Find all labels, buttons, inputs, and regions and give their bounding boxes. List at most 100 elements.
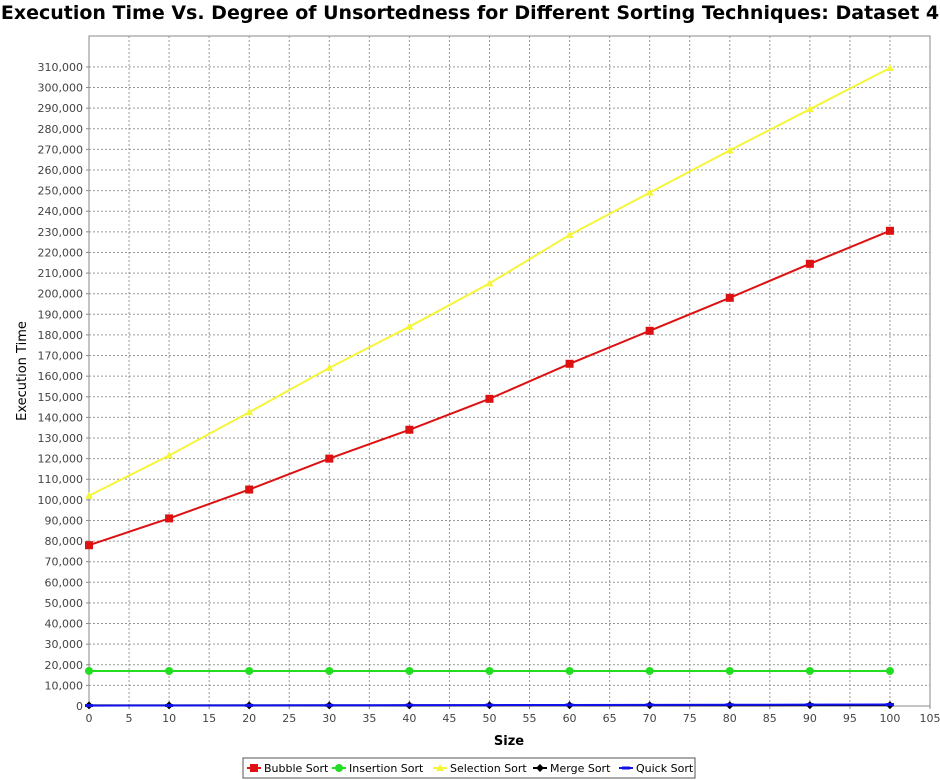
legend-item-bubble-sort: Bubble Sort [247,762,329,775]
data-point-insertion-sort [485,666,494,675]
y-tick-label: 170,000 [38,350,84,363]
data-point-quick-sort [245,703,254,707]
data-point-selection-sort [565,230,574,238]
legend-item-quick-sort: Quick Sort [619,762,694,775]
data-point-selection-sort [165,451,174,459]
y-tick-label: 180,000 [38,329,84,342]
data-point-bubble-sort [885,226,894,235]
y-tick-label: 120,000 [38,453,84,466]
y-tick-label: 290,000 [38,102,84,115]
data-point-bubble-sort [405,425,414,434]
y-tick-label: 10,000 [45,679,84,692]
y-tick-label: 250,000 [38,185,84,198]
x-tick-label: 0 [86,712,93,725]
y-tick-label: 310,000 [38,61,84,74]
legend-item-selection-sort: Selection Sort [433,762,527,775]
series-quick-sort [85,703,894,708]
legend-label: Merge Sort [550,762,611,775]
x-axis-ticks: 0 5 10 15 20 25 30 35 40 45 50 55 60 65 70 75 80 85 90 95 10… [86,706,940,725]
data-point-insertion-sort [645,666,654,675]
y-tick-label: 60,000 [45,576,84,589]
legend-label: Selection Sort [450,762,527,775]
y-tick-label: 160,000 [38,370,84,383]
data-point-bubble-sort [325,454,334,463]
y-tick-label: 190,000 [38,308,84,321]
series-selection-sort [85,63,894,499]
data-point-selection-sort [85,491,93,499]
legend: Bubble Sort Insertion Sort Selection Sort M… [242,757,696,779]
x-tick-label: 40 [402,712,416,725]
data-point-bubble-sort [165,514,174,523]
y-tick-label: 90,000 [45,514,84,527]
legend-swatch-marker [436,764,444,771]
data-point-selection-sort [725,146,734,154]
y-tick-label: 150,000 [38,391,84,404]
series-bubble-sort [85,226,894,550]
y-tick-label: 70,000 [45,556,84,569]
data-point-insertion-sort [405,666,414,675]
data-point-quick-sort [165,703,174,707]
x-tick-label: 35 [362,712,376,725]
data-point-bubble-sort [565,359,574,368]
data-point-quick-sort [565,703,574,707]
x-tick-label: 90 [803,712,817,725]
y-tick-label: 40,000 [45,618,84,631]
x-tick-label: 30 [322,712,336,725]
legend-item-insertion-sort: Insertion Sort [332,762,424,775]
y-tick-label: 240,000 [38,205,84,218]
x-tick-label: 65 [603,712,617,725]
data-point-insertion-sort [165,666,174,675]
data-point-insertion-sort [885,666,894,675]
y-axis-ticks: 0 10,000 20,000 30,000 40,000 50,000 60,000 70,… [38,61,89,713]
x-tick-label: 55 [523,712,537,725]
data-point-insertion-sort [565,666,574,675]
legend-swatch-marker [622,766,630,770]
y-tick-label: 200,000 [38,288,84,301]
data-point-quick-sort [645,703,654,707]
x-tick-label: 50 [482,712,496,725]
plot-area [88,35,931,707]
x-tick-label: 100 [879,712,900,725]
data-point-selection-sort [885,63,894,71]
chart-title: Execution Time Vs. Degree of Unsortednes… [0,2,940,24]
data-point-bubble-sort [485,394,494,403]
data-point-insertion-sort [325,666,334,675]
data-point-quick-sort [725,703,734,707]
x-tick-label: 105 [920,712,940,725]
y-tick-label: 300,000 [38,82,84,95]
y-tick-label: 80,000 [45,535,84,548]
legend-swatch-marker [250,764,258,772]
x-tick-label: 95 [843,712,857,725]
y-tick-label: 280,000 [38,123,84,136]
data-point-selection-sort [485,279,494,287]
y-tick-label: 270,000 [38,143,84,156]
legend-item-merge-sort: Merge Sort [533,762,611,775]
y-tick-label: 30,000 [45,638,84,651]
y-tick-label: 50,000 [45,597,84,610]
y-tick-label: 220,000 [38,246,84,259]
legend-swatch-marker [335,764,343,772]
data-point-quick-sort [485,703,494,707]
y-tick-label: 260,000 [38,164,84,177]
y-tick-label: 100,000 [38,494,84,507]
y-tick-label: 230,000 [38,226,84,239]
data-point-insertion-sort [245,666,254,675]
data-point-insertion-sort [805,666,814,675]
x-tick-label: 10 [162,712,176,725]
x-tick-label: 70 [643,712,657,725]
y-tick-label: 130,000 [38,432,84,445]
x-tick-label: 25 [282,712,296,725]
data-point-quick-sort [405,703,414,707]
data-point-bubble-sort [645,326,654,335]
x-tick-label: 45 [442,712,456,725]
data-point-bubble-sort [805,259,814,268]
data-point-selection-sort [245,408,254,416]
data-point-selection-sort [405,322,414,330]
data-point-selection-sort [805,105,814,113]
grid-lines [89,36,930,706]
x-tick-label: 5 [126,712,133,725]
y-tick-label: 0 [76,700,83,713]
legend-swatch-marker [536,764,544,772]
x-tick-label: 80 [723,712,737,725]
